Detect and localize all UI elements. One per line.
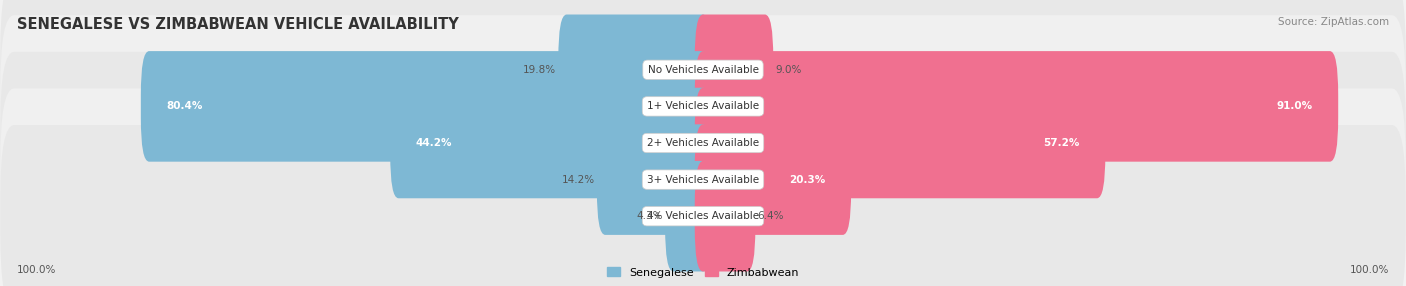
FancyBboxPatch shape: [598, 124, 711, 235]
FancyBboxPatch shape: [665, 161, 711, 271]
FancyBboxPatch shape: [391, 88, 711, 198]
Text: 2+ Vehicles Available: 2+ Vehicles Available: [647, 138, 759, 148]
FancyBboxPatch shape: [0, 0, 1406, 161]
Text: 4.3%: 4.3%: [637, 211, 664, 221]
Text: 100.0%: 100.0%: [17, 265, 56, 275]
Text: 80.4%: 80.4%: [166, 102, 202, 111]
Text: 9.0%: 9.0%: [775, 65, 801, 75]
FancyBboxPatch shape: [0, 52, 1406, 234]
Text: 20.3%: 20.3%: [789, 175, 825, 184]
Text: 3+ Vehicles Available: 3+ Vehicles Available: [647, 175, 759, 184]
Text: 4+ Vehicles Available: 4+ Vehicles Available: [647, 211, 759, 221]
FancyBboxPatch shape: [695, 161, 755, 271]
FancyBboxPatch shape: [695, 88, 1105, 198]
FancyBboxPatch shape: [695, 15, 773, 125]
Text: 100.0%: 100.0%: [1350, 265, 1389, 275]
Text: 14.2%: 14.2%: [562, 175, 595, 184]
FancyBboxPatch shape: [695, 124, 851, 235]
Text: Source: ZipAtlas.com: Source: ZipAtlas.com: [1278, 17, 1389, 27]
FancyBboxPatch shape: [0, 125, 1406, 286]
Text: 6.4%: 6.4%: [758, 211, 785, 221]
FancyBboxPatch shape: [558, 15, 711, 125]
FancyBboxPatch shape: [0, 15, 1406, 198]
Text: 57.2%: 57.2%: [1043, 138, 1080, 148]
Legend: Senegalese, Zimbabwean: Senegalese, Zimbabwean: [606, 267, 800, 278]
Text: 91.0%: 91.0%: [1277, 102, 1313, 111]
Text: 44.2%: 44.2%: [416, 138, 453, 148]
Text: 19.8%: 19.8%: [523, 65, 557, 75]
Text: 1+ Vehicles Available: 1+ Vehicles Available: [647, 102, 759, 111]
FancyBboxPatch shape: [0, 88, 1406, 271]
FancyBboxPatch shape: [695, 51, 1339, 162]
Text: SENEGALESE VS ZIMBABWEAN VEHICLE AVAILABILITY: SENEGALESE VS ZIMBABWEAN VEHICLE AVAILAB…: [17, 17, 458, 32]
Text: No Vehicles Available: No Vehicles Available: [648, 65, 758, 75]
FancyBboxPatch shape: [141, 51, 711, 162]
